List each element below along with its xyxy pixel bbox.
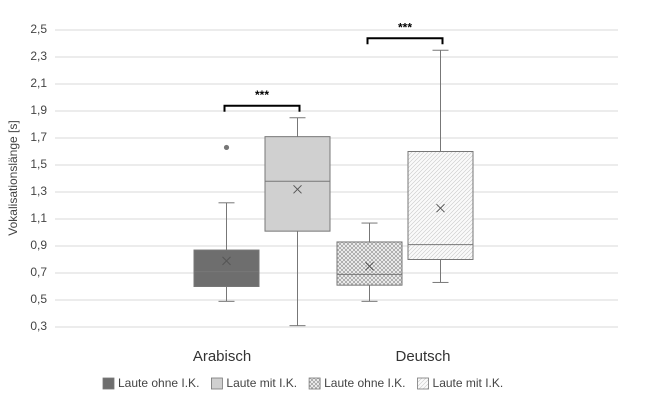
significance-label: *** [255,88,269,102]
box [264,136,331,232]
box [407,151,474,260]
y-tick-label: 0,7 [30,265,47,279]
mean-marker [293,184,302,194]
significance-bracket [223,104,301,112]
x-tick-label: Arabisch [193,348,251,365]
y-tick-label: 0,5 [30,292,47,306]
y-tick-label: 2,1 [30,76,47,90]
x-tick-label: Deutsch [395,348,450,365]
box [336,241,403,286]
y-tick-label: 0,9 [30,238,47,252]
legend-swatch [417,377,429,390]
mean-marker [365,261,374,271]
mean-marker [436,203,445,213]
legend-swatch [102,377,115,390]
legend-label: Laute mit I.K. [226,376,297,390]
y-tick-label: 2,5 [30,22,47,36]
legend-swatch [211,377,223,390]
legend-label: Laute mit I.K. [433,376,504,390]
legend-label: Laute ohne I.K. [118,376,199,390]
y-tick-label: 1,7 [30,130,47,144]
mean-marker [222,256,231,266]
y-tick-label: 1,9 [30,103,47,117]
y-tick-label: 1,5 [30,157,47,171]
significance-bracket [366,37,444,45]
outlier [223,144,230,151]
y-tick-label: 0,3 [30,319,47,333]
y-tick-label: 2,3 [30,49,47,63]
y-axis-label: Vokalisationslänge [s] [6,120,20,235]
legend-swatch [308,377,321,390]
box [193,249,260,288]
significance-label: *** [398,20,412,34]
y-tick-label: 1,3 [30,184,47,198]
y-tick-label: 1,1 [30,211,47,225]
legend-label: Laute ohne I.K. [324,376,405,390]
